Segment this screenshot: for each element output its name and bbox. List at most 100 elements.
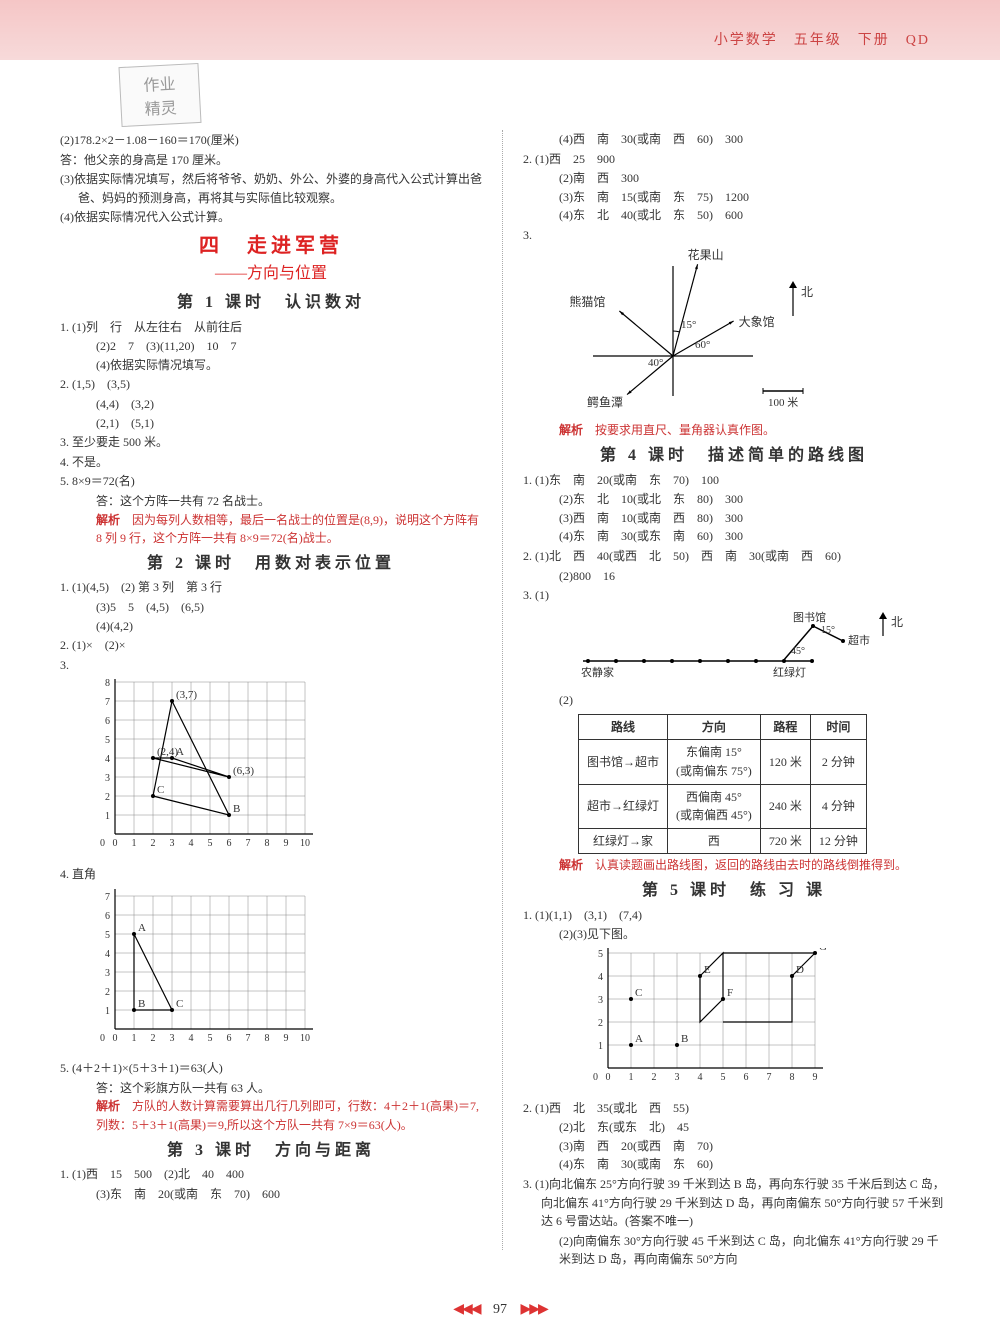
l5-q1a: 1. (1)(1,1) (3,1) (7,4): [523, 906, 945, 925]
left-column: (2)178.2×2－1.08－160＝170(厘米) 答：他父亲的身高是 17…: [60, 130, 482, 1250]
chart3: 012345678910123456780(3,7)(2,4)A(6,3)CB: [90, 679, 320, 854]
svg-text:9: 9: [284, 838, 289, 849]
l3-q1a: 1. (1)西 15 500 (2)北 40 400: [60, 1165, 482, 1184]
svg-text:农静家: 农静家: [581, 665, 614, 679]
chart5: 0123456789123450ABCDEFG: [583, 948, 843, 1088]
svg-text:8: 8: [790, 1072, 795, 1083]
page-footer: ◀◀◀ 97 ▶▶▶: [0, 1299, 1000, 1320]
svg-text:5: 5: [208, 838, 213, 849]
table-cell: 2 分钟: [810, 740, 866, 784]
svg-text:45°: 45°: [791, 646, 805, 657]
svg-text:3: 3: [170, 1033, 175, 1044]
table-cell: 12 分钟: [810, 828, 866, 854]
svg-text:7: 7: [767, 1072, 772, 1083]
stamp-mark: 作业 精灵: [118, 63, 201, 127]
l4-q2a: 2. (1)北 西 40(或西 北 50) 西 南 30(或南 西 60): [523, 547, 945, 566]
svg-text:5: 5: [721, 1072, 726, 1083]
r-q2d: (4)东 北 40(或北 东 50) 600: [523, 206, 945, 225]
right-column: (4)西 南 30(或南 西 60) 300 2. (1)西 25 900 (2…: [523, 130, 945, 1250]
svg-text:7: 7: [105, 697, 110, 708]
svg-text:2: 2: [105, 987, 110, 998]
l5-q2c: (3)南 西 20(或西 南 70): [523, 1137, 945, 1156]
svg-text:6: 6: [227, 1033, 232, 1044]
svg-text:3: 3: [105, 773, 110, 784]
svg-text:7: 7: [246, 1033, 251, 1044]
svg-text:D: D: [796, 964, 804, 976]
svg-text:8: 8: [265, 1033, 270, 1044]
pre-p3: (3)依据实际情况填写，然后将爷爷、奶奶、外公、外婆的身高代入公式计算出爸爸、妈…: [60, 170, 482, 207]
table-cell: 红绿灯→家: [579, 828, 668, 854]
l2-q5a: 5. (4＋2＋1)×(5＋3＋1)＝63(人): [60, 1059, 482, 1078]
l1-q2a: 2. (1,5) (3,5): [60, 375, 482, 394]
page-number: 97: [493, 1302, 507, 1317]
svg-text:7: 7: [105, 892, 110, 903]
pre-p4: (4)依据实际情况代入公式计算。: [60, 208, 482, 227]
table-cell: 4 分钟: [810, 784, 866, 828]
svg-text:(6,3): (6,3): [233, 765, 254, 777]
svg-text:0: 0: [100, 1033, 105, 1044]
l1-q3: 3. 至少要走 500 米。: [60, 433, 482, 452]
svg-text:6: 6: [227, 838, 232, 849]
table-header: 方向: [668, 714, 761, 740]
svg-text:6: 6: [105, 716, 110, 727]
l4-note: 解析 认真读题画出路线图，返回的路线由去时的路线倒推得到。: [523, 856, 945, 875]
svg-text:60°: 60°: [695, 339, 710, 351]
stamp-l2: 精灵: [121, 96, 200, 124]
l5-q2d: (4)东 南 30(或南 东 60): [523, 1155, 945, 1174]
lesson3-title: 第 3 课时 方向与距离: [60, 1139, 482, 1164]
compass-diagram: 花果山大象馆熊猫馆鳄鱼潭15°60°40°北100 米: [563, 246, 863, 416]
route-table: 路线方向路程时间图书馆→超市东偏南 15°(或南偏东 75°)120 米2 分钟…: [578, 714, 867, 855]
svg-text:4: 4: [698, 1072, 703, 1083]
svg-text:A: A: [138, 922, 146, 934]
svg-text:3: 3: [170, 838, 175, 849]
l4-q1b: (2)东 北 10(或北 东 80) 300: [523, 490, 945, 509]
table-cell: 720 米: [760, 828, 810, 854]
table-cell: 西偏南 45°(或南偏西 45°): [668, 784, 761, 828]
svg-text:9: 9: [284, 1033, 289, 1044]
chapter-title: 四 走进军营: [60, 231, 482, 262]
svg-text:15°: 15°: [681, 319, 696, 331]
svg-text:花果山: 花果山: [688, 247, 724, 262]
svg-text:4: 4: [598, 972, 603, 983]
svg-text:1: 1: [105, 811, 110, 822]
svg-text:10: 10: [300, 1033, 310, 1044]
l5-q3b: (2)向南偏东 30°方向行驶 45 千米到达 C 岛，向北偏东 41°方向行驶…: [523, 1232, 945, 1269]
svg-text:5: 5: [105, 930, 110, 941]
r-q3label: 3.: [523, 226, 945, 245]
table-row: 图书馆→超市东偏南 15°(或南偏东 75°)120 米2 分钟: [579, 740, 867, 784]
r-pre-note: 解析 按要求用直尺、量角器认真作图。: [523, 421, 945, 440]
svg-text:B: B: [138, 998, 145, 1010]
l4-q1c: (3)西 南 10(或南 西 80) 300: [523, 509, 945, 528]
r-pre-note-text: 按要求用直尺、量角器认真作图。: [583, 423, 775, 437]
svg-text:1: 1: [629, 1072, 634, 1083]
svg-text:4: 4: [189, 1033, 194, 1044]
svg-text:1: 1: [105, 1006, 110, 1017]
l2-q5b: 答：这个彩旗方队一共有 63 人。: [60, 1079, 482, 1098]
l1-q1c: (4)依据实际情况填写。: [60, 356, 482, 375]
lesson4-title: 第 4 课时 描述简单的路线图: [523, 444, 945, 469]
table-row: 红绿灯→家西720 米12 分钟: [579, 828, 867, 854]
svg-text:8: 8: [105, 679, 110, 689]
svg-text:5: 5: [598, 949, 603, 960]
column-divider: [502, 130, 503, 1250]
l1-q5b: 答：这个方阵一共有 72 名战士。: [60, 492, 482, 511]
route-diagram: 农静家图书馆超市红绿灯15°45°北: [573, 606, 913, 686]
l2-q1a: 1. (1)(4,5) (2) 第 3 列 第 3 行: [60, 578, 482, 597]
table-cell: 西: [668, 828, 761, 854]
l1-q5c: 解析 因为每列人数相等，最后一名战士的位置是(8,9)，说明这个方阵有 8 列 …: [60, 511, 482, 548]
r-q2a: 2. (1)西 25 900: [523, 150, 945, 169]
l4-note-text: 认真读题画出路线图，返回的路线由去时的路线倒推得到。: [583, 858, 907, 872]
svg-text:3: 3: [675, 1072, 680, 1083]
table-cell: 120 米: [760, 740, 810, 784]
svg-text:6: 6: [744, 1072, 749, 1083]
svg-text:7: 7: [246, 838, 251, 849]
r-q2b: (2)南 西 300: [523, 169, 945, 188]
svg-text:4: 4: [189, 838, 194, 849]
svg-text:图书馆: 图书馆: [793, 610, 826, 624]
table-header: 路程: [760, 714, 810, 740]
l2-q3label: 3.: [60, 656, 482, 675]
page-header: 小学数学 五年级 下册 QD: [714, 30, 930, 51]
l5-q2a: 2. (1)西 北 35(或北 西 55): [523, 1099, 945, 1118]
triangle-left-icon: ◀◀◀: [453, 1302, 479, 1317]
l4-tablelabel: (2): [523, 691, 945, 710]
